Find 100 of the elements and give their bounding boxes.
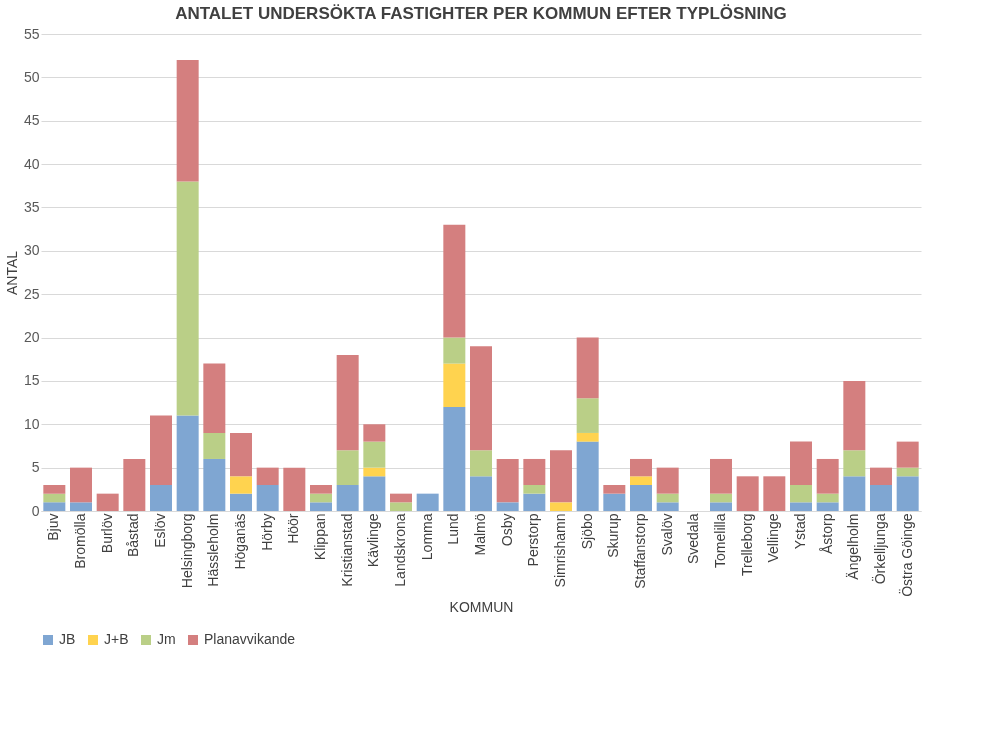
x-tick-label: Vellinge	[765, 513, 782, 563]
bar	[843, 450, 866, 477]
bar	[70, 467, 92, 503]
bar	[43, 493, 66, 503]
bar	[736, 476, 759, 511]
y-tick-label: 55	[23, 25, 40, 42]
bar	[176, 415, 199, 511]
x-tick-label: Helsingborg	[178, 513, 195, 589]
bar	[550, 450, 572, 503]
bar	[230, 432, 252, 477]
bar	[203, 432, 226, 459]
bar	[870, 484, 892, 511]
y-tick-label: 40	[23, 155, 40, 172]
bar	[256, 467, 279, 485]
x-tick-label: Lund	[445, 513, 462, 545]
y-tick-label: 0	[31, 502, 40, 519]
bar	[496, 458, 519, 503]
bar	[790, 484, 812, 503]
bar	[96, 493, 119, 511]
chart-title: ANTALET UNDERSÖKTA FASTIGHTER PER KOMMUN EFTER TYPLÖSNING	[175, 4, 787, 23]
x-tick-label: Osby	[498, 513, 515, 547]
y-tick-label: 15	[23, 372, 40, 389]
bar	[470, 450, 492, 477]
bar	[203, 458, 226, 511]
bar	[363, 476, 386, 511]
bar	[230, 493, 252, 511]
y-tick-label: 30	[23, 242, 40, 259]
bar	[443, 224, 466, 338]
bar	[763, 476, 786, 511]
x-tick-label: Östra Göinge	[897, 513, 915, 597]
x-tick-label: Eslöv	[152, 513, 168, 548]
bar	[443, 406, 466, 511]
bar	[470, 476, 492, 511]
bar	[816, 502, 839, 511]
x-tick-label: Hörby	[258, 513, 275, 551]
x-tick-label: Båstad	[125, 513, 142, 558]
x-tick-label: Perstorp	[525, 513, 542, 567]
bar	[443, 337, 466, 364]
bar	[123, 458, 146, 511]
bar	[523, 484, 546, 494]
bar	[70, 502, 92, 511]
bar	[310, 484, 332, 494]
bar	[443, 363, 466, 407]
y-tick-label: 35	[23, 198, 40, 215]
x-tick-label: Bromölla	[72, 513, 88, 569]
x-tick-label: Tomelilla	[712, 513, 728, 568]
bar	[416, 493, 439, 511]
bar	[790, 502, 812, 511]
bar	[630, 484, 652, 511]
bar	[790, 441, 812, 485]
bar	[363, 467, 386, 477]
x-tick-label: Malmö	[472, 513, 488, 556]
bar	[550, 502, 572, 511]
bar	[523, 458, 546, 485]
y-tick-label: 25	[23, 285, 40, 302]
bar	[150, 484, 172, 511]
bar	[630, 458, 652, 477]
legend-label: Planavvikande	[204, 631, 296, 647]
bar	[176, 60, 199, 182]
x-tick-label: Staffanstorp	[632, 513, 648, 589]
bar	[310, 502, 332, 511]
bar	[710, 458, 732, 494]
bar	[870, 467, 892, 485]
x-tick-label: Burlöv	[98, 513, 115, 554]
y-tick-label: 20	[23, 329, 40, 346]
x-tick-label: Trelleborg	[738, 513, 755, 577]
y-tick-label: 5	[31, 459, 40, 476]
bar	[496, 502, 519, 511]
x-tick-label: Örkelljunga	[871, 513, 888, 585]
bar	[843, 380, 866, 451]
x-tick-label: Svalöv	[658, 513, 675, 556]
bar	[710, 493, 732, 503]
x-tick-label: Höör	[285, 513, 302, 544]
x-tick-label: Bjuv	[45, 513, 62, 541]
bar	[470, 346, 492, 451]
bar	[43, 484, 66, 494]
x-axis-title: KOMMUN	[449, 598, 514, 615]
bar	[603, 484, 626, 494]
bar	[150, 415, 172, 485]
bar	[390, 493, 412, 503]
bar	[336, 354, 359, 451]
x-tick-label: Höganäs	[232, 513, 248, 570]
bar	[176, 181, 199, 416]
x-tick-label: Ystad	[792, 513, 808, 550]
x-tick-label: Lomma	[418, 513, 435, 561]
bar	[390, 502, 412, 511]
bar	[656, 502, 679, 511]
bar	[363, 441, 386, 468]
bar	[230, 476, 252, 494]
bar	[336, 450, 359, 485]
x-tick-label: Kävlinge	[365, 513, 382, 568]
bar	[656, 467, 679, 494]
bar	[43, 502, 66, 511]
bar	[576, 398, 599, 433]
x-tick-label: Kristianstad	[338, 513, 355, 587]
bar	[576, 441, 599, 511]
bar	[310, 493, 332, 503]
bar	[656, 493, 679, 503]
x-tick-label: Svedala	[685, 513, 702, 565]
x-tick-label: Åstorp	[818, 513, 835, 554]
